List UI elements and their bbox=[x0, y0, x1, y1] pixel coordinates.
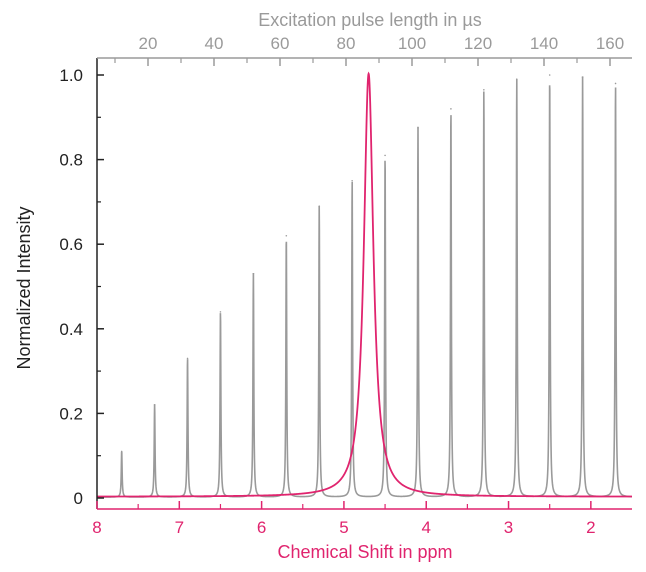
gray-peak-point bbox=[515, 78, 518, 81]
x-tick-label: 8 bbox=[92, 518, 101, 537]
y-tick-label: 0.6 bbox=[59, 235, 83, 254]
tick-labels: 0 0.2 0.4 0.6 0.8 1.0 8 7 6 5 4 3 2 20 40 60 80 100 120 140… bbox=[59, 34, 624, 537]
x-tick-label: 7 bbox=[175, 518, 184, 537]
plot-axes bbox=[96, 57, 632, 510]
gray-peak-point bbox=[581, 76, 584, 78]
gray-peak-point bbox=[483, 89, 485, 91]
y-tick-label: 0 bbox=[74, 489, 83, 508]
x-axis-title: Chemical Shift in ppm bbox=[277, 542, 452, 562]
top-tick-label: 80 bbox=[337, 34, 356, 53]
gray-peak-point bbox=[548, 74, 551, 76]
gray-peak-point bbox=[285, 234, 288, 237]
gray-peak-point bbox=[219, 311, 222, 313]
y-axis-title: Normalized Intensity bbox=[14, 206, 34, 369]
gray-peak-point bbox=[384, 154, 386, 157]
gray-peak-point bbox=[351, 179, 353, 182]
x-tick-label: 6 bbox=[257, 518, 266, 537]
top-axis-title: Excitation pulse length in µs bbox=[258, 10, 482, 30]
y-tick-label: 1.0 bbox=[59, 66, 83, 85]
x-tick-label: 2 bbox=[586, 518, 595, 537]
tick-marks bbox=[96, 58, 611, 509]
pink-spectrum-line bbox=[97, 71, 632, 498]
top-tick-label: 20 bbox=[139, 34, 158, 53]
top-tick-label: 140 bbox=[530, 34, 558, 53]
y-tick-label: 0.4 bbox=[59, 320, 83, 339]
x-tick-label: 4 bbox=[421, 518, 430, 537]
gray-peak-point bbox=[153, 404, 156, 406]
top-tick-label: 100 bbox=[398, 34, 426, 53]
pink-peak-point bbox=[367, 74, 370, 76]
gray-spectrum-line bbox=[97, 76, 633, 498]
top-tick-label: 120 bbox=[464, 34, 492, 53]
pink-spectrum-series bbox=[97, 71, 632, 498]
top-tick-label: 60 bbox=[271, 34, 290, 53]
gray-peak-point bbox=[450, 108, 452, 110]
gray-peak-point bbox=[417, 127, 419, 129]
x-tick-label: 5 bbox=[339, 518, 348, 537]
gray-peak-point bbox=[186, 357, 189, 360]
gray-peak-point bbox=[318, 205, 321, 207]
top-tick-label: 160 bbox=[596, 34, 624, 53]
y-tick-label: 0.2 bbox=[59, 404, 83, 423]
gray-spectrum-series bbox=[97, 74, 633, 498]
y-tick-label: 0.8 bbox=[59, 151, 83, 170]
gray-peak-point bbox=[252, 273, 255, 275]
gray-peak-point bbox=[120, 450, 123, 453]
gray-peak-point bbox=[614, 82, 617, 85]
top-tick-label: 40 bbox=[205, 34, 224, 53]
x-tick-label: 3 bbox=[504, 518, 513, 537]
